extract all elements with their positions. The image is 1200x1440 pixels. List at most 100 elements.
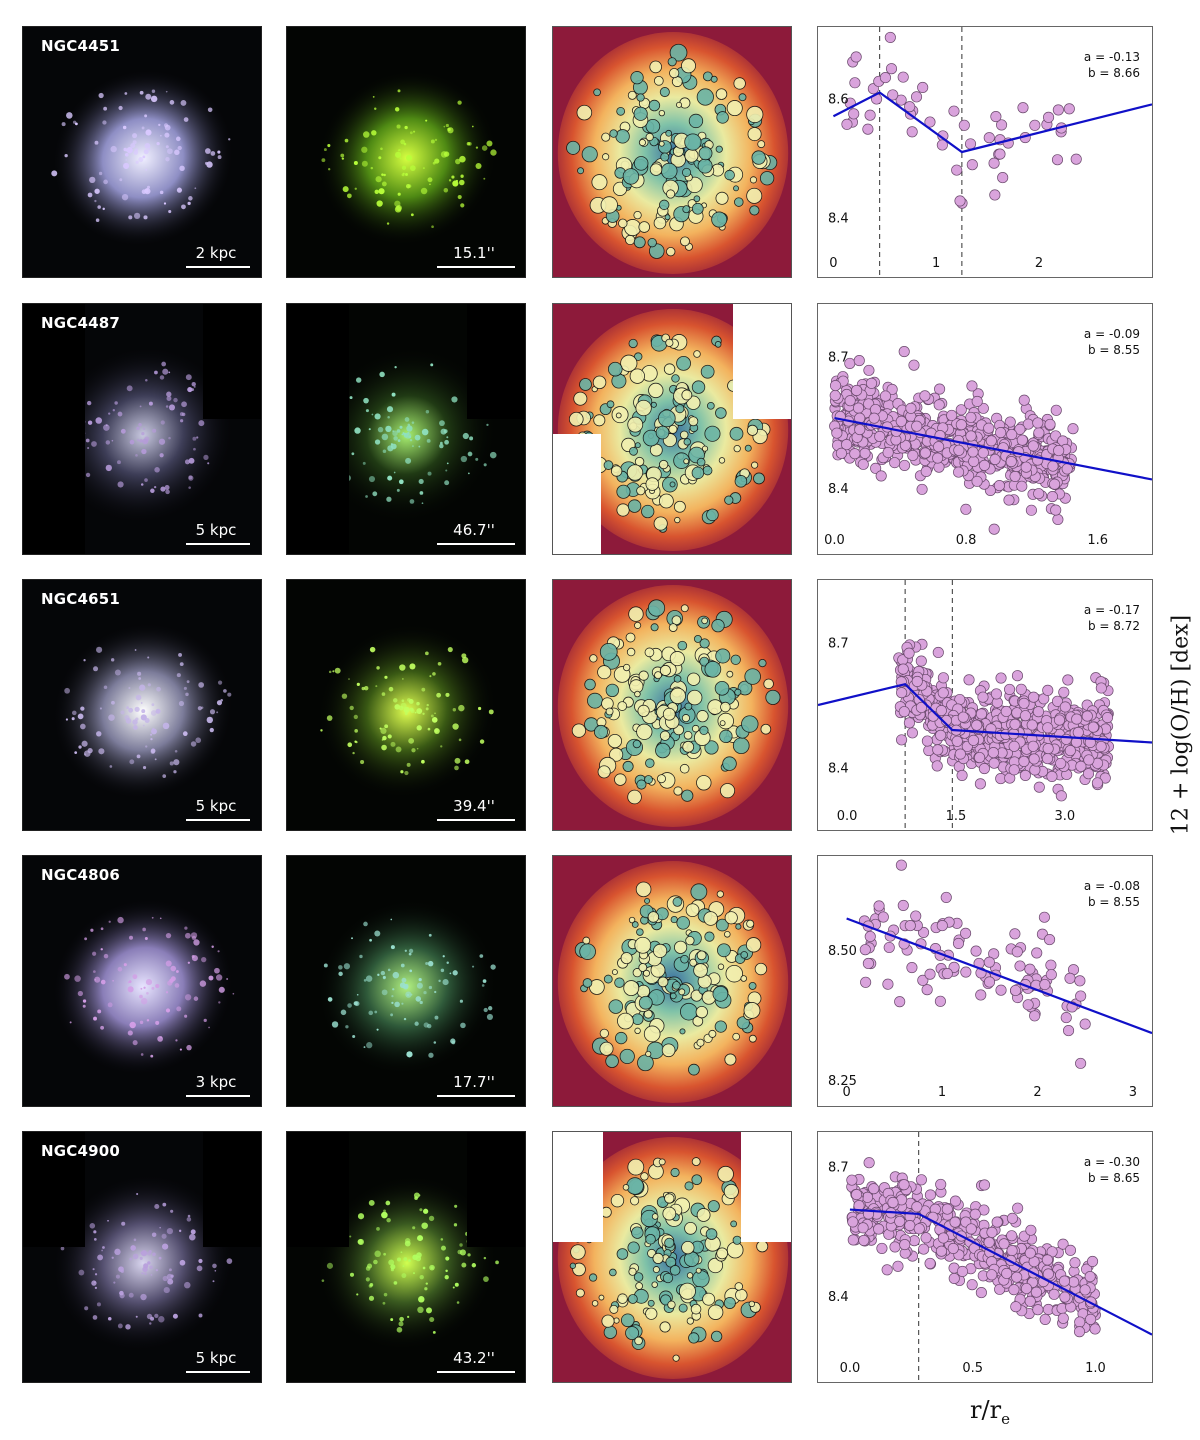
y-tick-label: 8.50: [828, 944, 857, 959]
data-point: [920, 1232, 932, 1244]
data-point: [983, 956, 995, 968]
data-point: [1031, 947, 1043, 959]
data-point: [969, 1208, 981, 1220]
data-point: [940, 891, 952, 903]
data-point: [1018, 394, 1030, 406]
data-point: [1060, 733, 1072, 745]
data-point: [966, 1279, 978, 1291]
arcsec-scale-bar: [437, 266, 515, 268]
hii-region-map-panel: [552, 855, 792, 1107]
arcsec-scale-label: 15.1'': [453, 244, 495, 262]
data-point: [1042, 722, 1054, 734]
data-point: [964, 138, 977, 150]
data-point: [1032, 1304, 1044, 1316]
data-point: [850, 51, 862, 63]
data-point: [1044, 418, 1056, 430]
data-point: [1075, 1057, 1087, 1069]
data-point: [911, 675, 923, 687]
hii-region-map-panel: [552, 303, 792, 555]
data-point: [1028, 753, 1040, 765]
data-point: [1060, 1012, 1072, 1024]
data-point: [857, 1222, 869, 1234]
data-point: [910, 910, 922, 922]
data-point: [1006, 428, 1018, 441]
x-tick-label: 0.8: [956, 533, 977, 548]
data-point: [881, 1264, 893, 1276]
metallicity-gradient-plot: 8.7 8.4 0.0 0.5 1.0 a = -0.30 b = 8.65: [817, 1131, 1153, 1383]
data-point: [997, 172, 1009, 184]
data-point: [1000, 705, 1012, 718]
data-point: [971, 719, 983, 731]
data-point: [1024, 1247, 1036, 1259]
data-point: [1006, 1212, 1018, 1224]
data-point: [883, 941, 895, 954]
data-point: [968, 455, 980, 467]
data-point: [1052, 513, 1064, 526]
data-point: [896, 687, 908, 699]
intercept-annotation: b = 8.65: [1088, 1171, 1140, 1185]
data-point: [990, 688, 1002, 700]
data-point: [949, 1195, 962, 1207]
data-point: [1025, 504, 1037, 516]
data-point: [864, 109, 876, 121]
data-point: [1003, 494, 1015, 506]
data-point: [879, 72, 891, 84]
data-point: [1087, 721, 1099, 733]
data-point: [1017, 102, 1029, 114]
data-point: [857, 458, 869, 470]
halpha-image-panel: 43.2'': [286, 1131, 526, 1383]
data-point: [986, 1269, 998, 1281]
data-point: [994, 148, 1006, 160]
data-point: [863, 364, 875, 376]
data-point: [1004, 683, 1016, 695]
y-tick-label: 8.7: [828, 637, 849, 652]
data-point: [1048, 1288, 1060, 1300]
x-tick-label: 0: [842, 1085, 850, 1100]
data-point: [988, 523, 1000, 535]
data-point: [995, 984, 1007, 996]
data-point: [849, 77, 861, 89]
data-point: [932, 646, 944, 659]
data-point: [951, 164, 963, 176]
data-point: [1082, 768, 1095, 780]
data-point: [955, 404, 967, 416]
data-point: [915, 1174, 927, 1186]
data-point: [966, 159, 978, 171]
data-point: [829, 389, 841, 402]
data-point: [1063, 1025, 1075, 1037]
data-point: [947, 1242, 959, 1254]
data-point: [1050, 404, 1062, 416]
data-point: [1069, 1257, 1081, 1269]
data-point: [897, 663, 909, 675]
rgb-image-panel: NGC4451 2 kpc: [22, 26, 262, 278]
hii-region-map-panel: [552, 579, 792, 831]
data-point: [1084, 1271, 1096, 1283]
data-point: [873, 1223, 885, 1235]
data-point: [1085, 1313, 1097, 1325]
data-point: [1049, 478, 1061, 490]
data-point: [1008, 764, 1020, 776]
data-point: [975, 989, 987, 1001]
data-point: [853, 355, 865, 367]
data-point: [1016, 434, 1028, 446]
y-tick-label: 8.4: [828, 211, 849, 226]
rgb-image-panel: NGC4487 5 kpc: [22, 303, 262, 555]
hii-region-map-panel: [552, 1131, 792, 1383]
data-point: [937, 672, 949, 684]
kpc-scale-bar: [186, 819, 250, 821]
halpha-image-panel: 39.4'': [286, 579, 526, 831]
data-point: [885, 63, 898, 75]
data-point: [847, 1216, 859, 1228]
data-point: [1032, 706, 1045, 718]
data-point: [995, 672, 1007, 684]
data-point: [1055, 757, 1067, 769]
fit-line: [834, 416, 1153, 481]
data-point: [906, 727, 918, 739]
kpc-scale-label: 5 kpc: [195, 521, 237, 539]
fit-line: [817, 682, 1153, 744]
data-point: [1018, 755, 1030, 767]
x-tick-label: 1.5: [946, 809, 967, 824]
data-point: [934, 995, 946, 1007]
data-point: [1042, 1268, 1054, 1280]
kpc-scale-label: 3 kpc: [195, 1073, 237, 1091]
